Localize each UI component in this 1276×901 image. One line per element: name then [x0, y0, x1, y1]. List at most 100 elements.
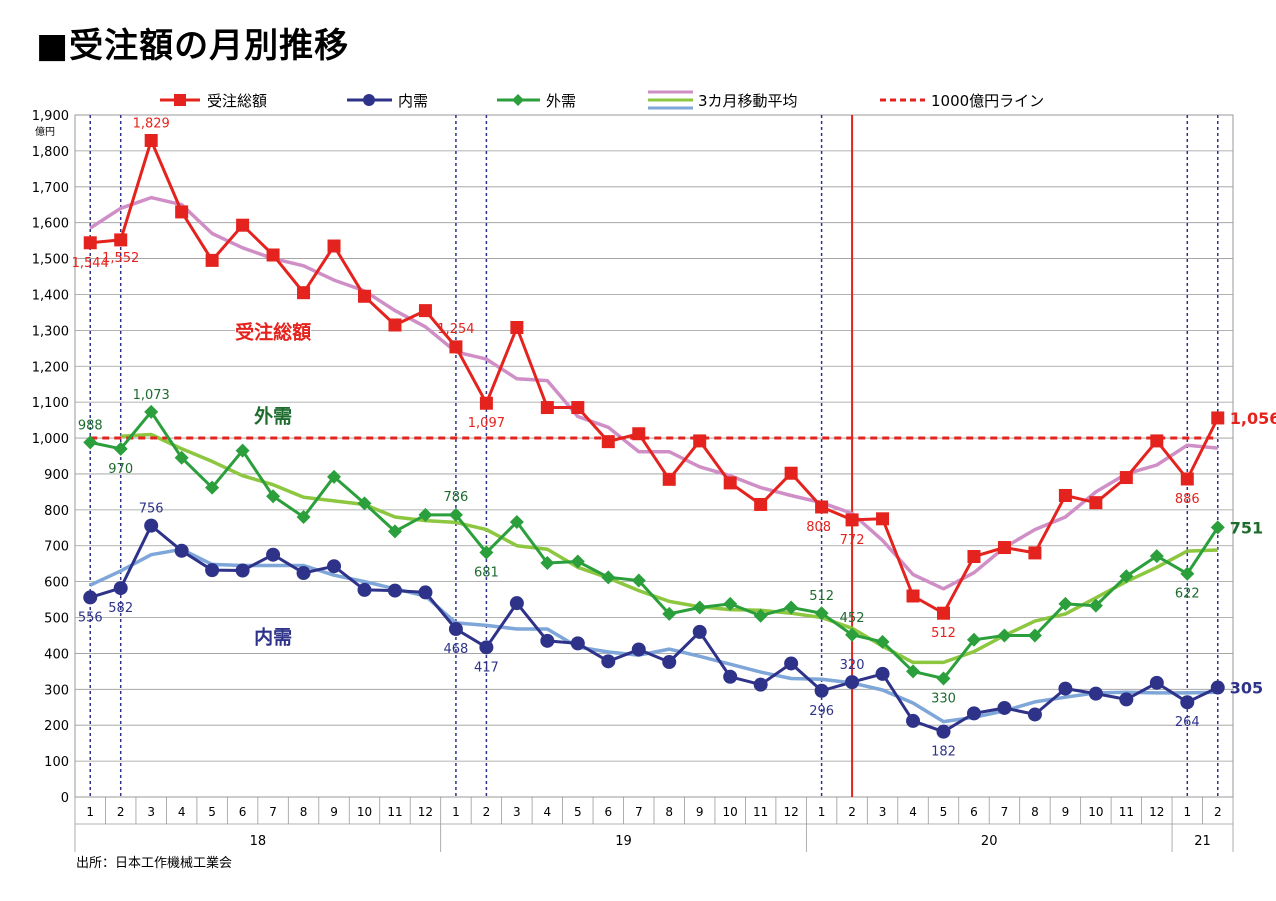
- data-label-total: 1,552: [102, 251, 139, 266]
- x-tick-label: 4: [909, 805, 917, 819]
- x-tick-label: 12: [783, 805, 798, 819]
- x-tick-label: 3: [513, 805, 521, 819]
- x-tick-label: 8: [300, 805, 308, 819]
- data-point-square: [327, 239, 341, 253]
- data-point-diamond: [1180, 566, 1195, 581]
- data-point-diamond: [631, 573, 646, 588]
- moving-average-line: [89, 547, 1218, 724]
- data-point-square: [845, 513, 859, 527]
- y-tick-label: 1,100: [32, 396, 69, 411]
- legend-label-foreign: 外需: [546, 92, 576, 110]
- x-tick-label: 2: [848, 805, 856, 819]
- x-tick-label: 8: [1031, 805, 1039, 819]
- series-label-bg: [235, 318, 312, 347]
- data-point-circle: [448, 622, 463, 637]
- data-point-circle: [662, 655, 677, 670]
- legend-label-domestic: 内需: [398, 92, 428, 110]
- data-point-square: [632, 427, 646, 441]
- legend-marker-total: [174, 94, 186, 106]
- data-point-square: [723, 476, 737, 490]
- page-title: ■受注額の月別推移: [36, 26, 350, 66]
- data-label-domestic: 182: [931, 745, 956, 760]
- data-point-diamond: [692, 600, 707, 615]
- data-label-foreign: 988: [78, 418, 103, 433]
- axes: 0 100 200 300 400 500 600 700 800 900 1,000 1,100 1,…: [32, 109, 1234, 852]
- legend-marker-foreign: [512, 94, 524, 106]
- data-point-square: [1119, 471, 1133, 485]
- data-point-circle: [753, 677, 768, 692]
- data-label-foreign: 452: [840, 611, 865, 626]
- data-label-domestic: 320: [840, 658, 865, 673]
- data-point-circle: [601, 654, 616, 669]
- data-point-diamond: [723, 596, 738, 611]
- year-label: 19: [615, 834, 632, 849]
- y-tick-label: 1,400: [32, 288, 69, 303]
- data-point-diamond: [1119, 569, 1134, 584]
- x-tick-label: 5: [574, 805, 582, 819]
- y-tick-label: 1,500: [32, 253, 69, 268]
- x-tick-label: 4: [178, 805, 186, 819]
- data-point-square: [297, 286, 311, 300]
- data-point-diamond: [113, 441, 128, 456]
- data-point-circle: [418, 585, 433, 600]
- data-point-square: [83, 236, 97, 250]
- data-point-square: [662, 472, 676, 486]
- data-label-last-foreign: 751: [1230, 518, 1263, 537]
- data-point-square: [876, 512, 890, 526]
- x-tick-label: 6: [604, 805, 612, 819]
- data-point-circle: [875, 666, 890, 681]
- data-point-diamond: [784, 600, 799, 615]
- data-label-foreign: 681: [474, 566, 499, 581]
- data-point-diamond: [540, 555, 555, 570]
- data-point-square: [114, 233, 128, 247]
- y-tick-label: 800: [44, 504, 69, 519]
- x-tick-label: 10: [1088, 805, 1103, 819]
- data-point-square: [693, 434, 707, 448]
- data-point-circle: [631, 642, 646, 657]
- x-tick-label: 9: [1062, 805, 1070, 819]
- data-point-square: [205, 253, 219, 267]
- data-label-last-total: 1,056: [1230, 409, 1276, 428]
- x-tick-label: 10: [357, 805, 372, 819]
- data-label-domestic: 417: [474, 660, 499, 675]
- data-label-domestic: 756: [139, 502, 164, 517]
- data-label-total: 808: [806, 520, 831, 535]
- data-point-diamond: [235, 443, 250, 458]
- x-tick-label: 11: [1119, 805, 1134, 819]
- data-point-diamond: [418, 507, 433, 522]
- data-point-diamond: [1149, 549, 1164, 564]
- x-tick-label: 12: [1149, 805, 1164, 819]
- y-tick-label: 1,800: [32, 145, 69, 160]
- data-point-square: [510, 320, 524, 334]
- data-point-square: [358, 289, 371, 303]
- data-point-circle: [1058, 681, 1073, 696]
- moving-average-line: [120, 432, 1218, 665]
- x-tick-label: 6: [239, 805, 247, 819]
- x-tick-label: 11: [753, 805, 768, 819]
- data-point-circle: [296, 566, 311, 581]
- data-point-square: [571, 401, 585, 415]
- series-label-foreign: 外需: [254, 405, 292, 428]
- y-tick-label: 300: [44, 683, 69, 698]
- data-point-diamond: [357, 496, 372, 511]
- y-tick-label: 200: [44, 719, 69, 734]
- data-point-square: [236, 218, 250, 232]
- data-point-circle: [1027, 707, 1042, 722]
- x-tick-label: 5: [940, 805, 948, 819]
- data-point-diamond: [509, 515, 524, 530]
- data-point-circle: [1119, 692, 1134, 707]
- data-point-diamond: [753, 608, 768, 623]
- data-point-square: [1150, 434, 1164, 448]
- series-label-bg: [235, 402, 312, 431]
- x-tick-label: 2: [483, 805, 491, 819]
- data-point-square: [144, 133, 158, 147]
- y-tick-label: 100: [44, 755, 69, 770]
- data-point-circle: [327, 559, 342, 574]
- data-point-circle: [997, 700, 1012, 715]
- series-lines: [83, 133, 1225, 739]
- x-tick-label: 1: [452, 805, 460, 819]
- data-label-total: 1,544: [72, 256, 109, 271]
- x-tick-label: 9: [330, 805, 338, 819]
- data-point-circle: [509, 596, 524, 611]
- legend-label-ma: 3カ月移動平均: [698, 92, 798, 110]
